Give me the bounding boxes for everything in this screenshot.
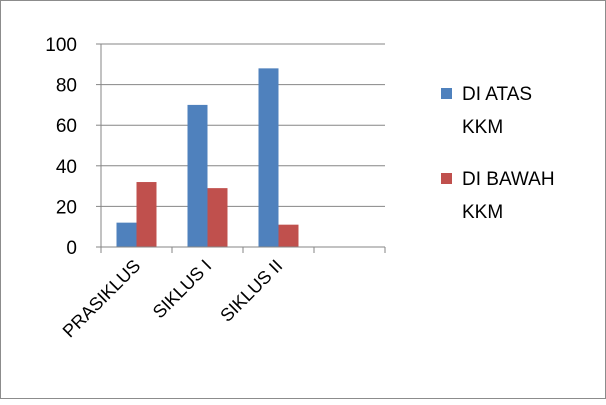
bar-di-atas-kkm bbox=[116, 222, 137, 247]
bar-di-atas-kkm bbox=[187, 104, 208, 248]
legend-label: DI BAWAH bbox=[462, 169, 555, 190]
y-tick-label: 20 bbox=[56, 197, 77, 218]
legend-swatch bbox=[441, 88, 452, 99]
axes bbox=[96, 43, 386, 253]
x-tick-label: SIKLUS I bbox=[149, 256, 215, 322]
legend-label: KKM bbox=[462, 202, 503, 223]
legend-label: KKM bbox=[462, 117, 503, 138]
y-tick-label: 40 bbox=[56, 157, 77, 178]
y-tick-label: 80 bbox=[56, 76, 77, 97]
y-tick-label: 60 bbox=[56, 116, 77, 137]
legend-label: DI ATAS bbox=[462, 84, 532, 105]
x-tick-labels: PRASIKLUS SIKLUS I SIKLUS II bbox=[59, 256, 287, 342]
bars bbox=[116, 68, 299, 248]
y-tick-labels: 0 20 40 60 80 100 bbox=[45, 35, 77, 259]
bar-di-bawah-kkm bbox=[136, 182, 157, 247]
legend: DI ATAS KKM DI BAWAH KKM bbox=[441, 84, 555, 223]
legend-swatch bbox=[441, 173, 452, 184]
x-tick-label: PRASIKLUS bbox=[59, 256, 145, 342]
bar-di-atas-kkm bbox=[258, 68, 279, 247]
bar-di-bawah-kkm bbox=[278, 224, 299, 247]
gridlines bbox=[101, 43, 385, 207]
y-tick-label: 100 bbox=[45, 35, 77, 56]
bar-di-bawah-kkm bbox=[207, 188, 228, 247]
y-tick-label: 0 bbox=[66, 238, 77, 259]
x-tick-label: SIKLUS II bbox=[216, 256, 286, 326]
